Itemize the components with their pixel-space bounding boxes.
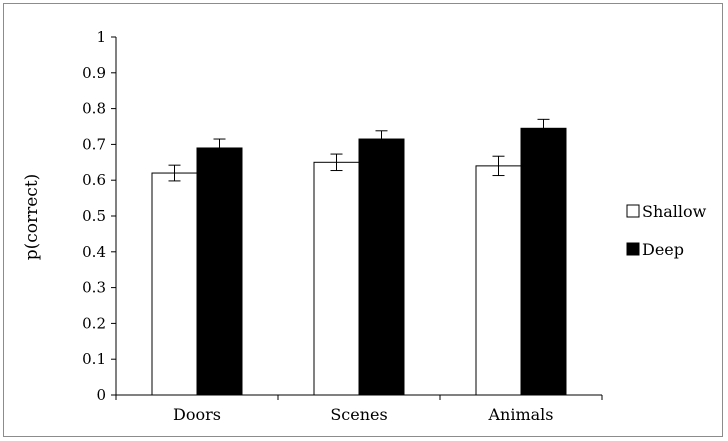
bar-chart: 0 0.1 0.2 0.3 0.4 0.5 0.6 0.7 0.8 0.9 1 Doors Scene… [22, 28, 707, 424]
legend-swatch-shallow [626, 204, 640, 218]
legend: Shallow Deep [626, 202, 707, 259]
bar-deep [520, 127, 567, 396]
x-axis: Doors Scenes Animals [115, 394, 603, 424]
y-axis-label: p(correct) [22, 174, 42, 261]
y-tick-label: 1 [96, 28, 106, 46]
y-tick-label: 0 [96, 386, 106, 404]
legend-label-shallow: Shallow [642, 202, 707, 221]
x-tick-label: Doors [173, 405, 221, 424]
bar-shallow [475, 165, 522, 396]
x-tick-label: Animals [487, 405, 553, 424]
bar-deep [358, 138, 405, 396]
bar-shallow [313, 161, 360, 396]
chart-frame: 0 0.1 0.2 0.3 0.4 0.5 0.6 0.7 0.8 0.9 1 Doors Scene… [3, 3, 723, 437]
bars [151, 118, 567, 396]
x-tick-label: Scenes [330, 405, 387, 424]
bar-deep [196, 147, 243, 396]
bar-shallow [151, 172, 198, 396]
y-tick-label: 0.4 [82, 243, 106, 261]
legend-swatch-deep [626, 242, 640, 256]
y-tick-label: 0.5 [82, 207, 106, 225]
y-tick-label: 0.7 [82, 135, 106, 153]
y-tick-label: 0.1 [82, 350, 106, 368]
y-tick-label: 0.2 [82, 314, 106, 332]
legend-label-deep: Deep [642, 240, 684, 259]
y-tick-label: 0.3 [82, 279, 106, 297]
y-tick-label: 0.6 [82, 171, 106, 189]
y-axis: 0 0.1 0.2 0.3 0.4 0.5 0.6 0.7 0.8 0.9 1 [82, 28, 117, 404]
y-tick-label: 0.9 [82, 64, 106, 82]
y-tick-label: 0.8 [82, 100, 106, 118]
